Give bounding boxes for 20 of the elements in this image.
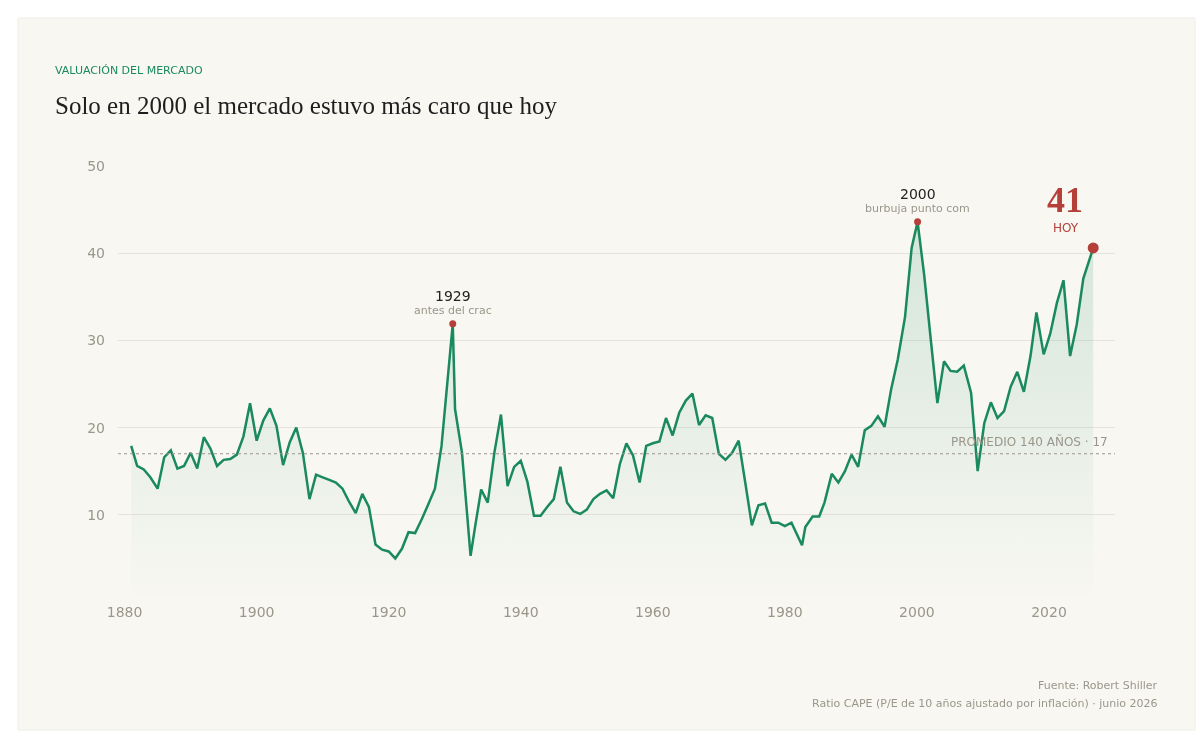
chart-title: Solo en 2000 el mercado estuvo más caro que hoy	[55, 92, 558, 119]
annotation: 1929 antes del crac	[414, 288, 492, 317]
x-tick-label: 1940	[502, 604, 539, 620]
annotation: 2000 burbuja punto com	[865, 186, 970, 215]
x-tick-label: 2020	[1031, 604, 1067, 620]
y-tick-label: 20	[87, 419, 105, 436]
source-note: Fuente: Robert Shiller	[1038, 679, 1158, 692]
y-tick-label: 50	[87, 157, 105, 174]
x-tick-label: 2000	[899, 604, 935, 620]
chart-subtitle: VALUACIÓN DEL MERCADO	[55, 64, 203, 77]
x-tick-label: 1900	[238, 604, 275, 620]
y-tick-label: 30	[87, 332, 105, 349]
y-tick-label: 40	[87, 245, 105, 262]
text: Ratio CAPE (P/E de 10 años ajustado por inflación) · junio 2026	[812, 697, 1158, 710]
x-tick-label: 1920	[370, 604, 407, 620]
annotation: 41 HOY	[1047, 180, 1083, 235]
x-tick-label: 1980	[767, 604, 803, 620]
x-tick-label: 1880	[106, 604, 143, 620]
x-tick-label: 1960	[634, 604, 671, 620]
y-tick-label: 10	[87, 506, 105, 523]
